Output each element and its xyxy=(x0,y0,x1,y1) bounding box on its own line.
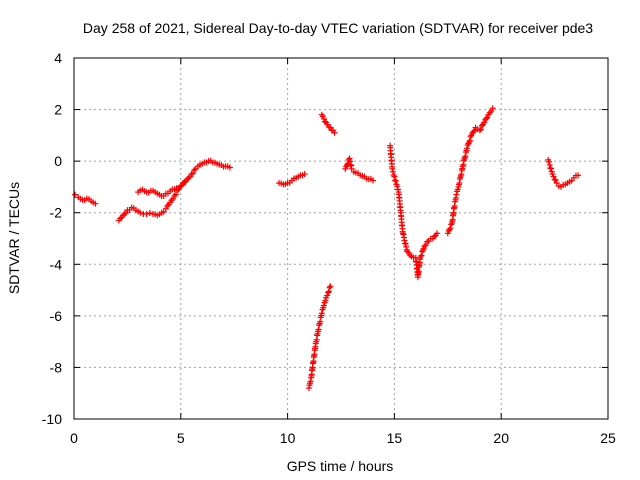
data-point xyxy=(169,195,176,202)
data-point xyxy=(476,127,483,134)
data-point xyxy=(488,108,495,115)
data-point xyxy=(464,145,471,152)
data-points xyxy=(72,105,582,392)
y-tick-label: -2 xyxy=(50,205,63,221)
data-point xyxy=(326,284,333,291)
data-point xyxy=(121,210,128,217)
data-point xyxy=(322,297,329,304)
x-tick-label: 5 xyxy=(177,430,185,446)
data-point xyxy=(448,221,455,228)
data-point xyxy=(182,178,189,185)
data-point xyxy=(191,166,198,173)
data-point xyxy=(164,202,171,209)
data-point xyxy=(319,113,326,120)
chart-title: Day 258 of 2021, Sidereal Day-to-day VTE… xyxy=(83,20,593,36)
y-tick-label: 2 xyxy=(54,102,62,118)
plot-frame xyxy=(73,57,609,420)
data-point xyxy=(391,173,398,180)
y-tick-label: -8 xyxy=(50,359,63,375)
data-point xyxy=(226,164,233,171)
data-point xyxy=(325,288,332,295)
x-tick-label: 10 xyxy=(280,430,296,446)
data-point xyxy=(389,165,396,172)
data-point xyxy=(392,177,399,184)
data-point xyxy=(143,211,150,218)
y-tick-label: 0 xyxy=(54,153,62,169)
data-point xyxy=(424,238,431,245)
data-point xyxy=(434,230,441,237)
data-point xyxy=(481,119,488,126)
data-point xyxy=(320,115,327,122)
tick-labels: 0 5 10 15 20 25 -10 -8 -6 -4 -2 0 2 4 xyxy=(42,50,616,446)
data-point xyxy=(466,139,473,146)
data-point xyxy=(546,161,553,168)
data-point xyxy=(489,105,496,112)
axis-ticks xyxy=(73,57,609,420)
data-point xyxy=(327,124,334,131)
data-point xyxy=(552,177,559,184)
data-point xyxy=(327,283,334,290)
data-point xyxy=(419,247,426,254)
data-point xyxy=(550,173,557,180)
data-point xyxy=(447,225,454,232)
data-point xyxy=(545,158,552,165)
data-point xyxy=(465,140,472,147)
data-point xyxy=(418,252,425,259)
data-point xyxy=(471,127,478,134)
x-tick-label: 0 xyxy=(70,430,78,446)
y-tick-label: 4 xyxy=(54,50,62,66)
x-tick-label: 25 xyxy=(600,430,616,446)
data-point xyxy=(92,200,99,207)
data-point xyxy=(477,126,484,133)
data-point xyxy=(446,226,453,233)
data-point xyxy=(549,171,556,178)
data-point xyxy=(394,183,401,190)
data-point xyxy=(483,115,490,122)
data-point xyxy=(548,165,555,172)
data-point xyxy=(318,310,325,317)
data-point xyxy=(392,178,399,185)
x-tick-label: 15 xyxy=(387,430,403,446)
data-point xyxy=(575,172,582,179)
data-point xyxy=(484,114,491,121)
y-axis-label: SDTVAR / TECUs xyxy=(6,182,22,294)
data-point xyxy=(324,292,331,299)
x-axis-label: GPS time / hours xyxy=(287,458,394,474)
grid xyxy=(74,58,608,419)
y-tick-label: -10 xyxy=(42,411,62,427)
data-point xyxy=(331,129,338,136)
data-point xyxy=(72,191,79,198)
data-point xyxy=(466,137,473,144)
data-point xyxy=(137,209,144,216)
data-point xyxy=(547,164,554,171)
data-point xyxy=(189,170,196,177)
data-point xyxy=(470,128,477,135)
data-point xyxy=(453,191,460,198)
data-point xyxy=(172,191,179,198)
data-point xyxy=(146,209,153,216)
y-tick-label: -6 xyxy=(50,308,63,324)
data-point xyxy=(188,171,195,178)
data-point xyxy=(370,177,377,184)
data-point xyxy=(389,168,396,175)
data-point xyxy=(478,122,485,129)
data-point xyxy=(325,289,332,296)
data-point xyxy=(185,174,192,181)
data-point xyxy=(419,248,426,255)
data-point xyxy=(171,192,178,199)
y-tick-label: -4 xyxy=(50,256,63,272)
data-point xyxy=(320,302,327,309)
x-tick-label: 20 xyxy=(493,430,509,446)
data-point xyxy=(301,171,308,178)
data-point xyxy=(422,242,429,249)
